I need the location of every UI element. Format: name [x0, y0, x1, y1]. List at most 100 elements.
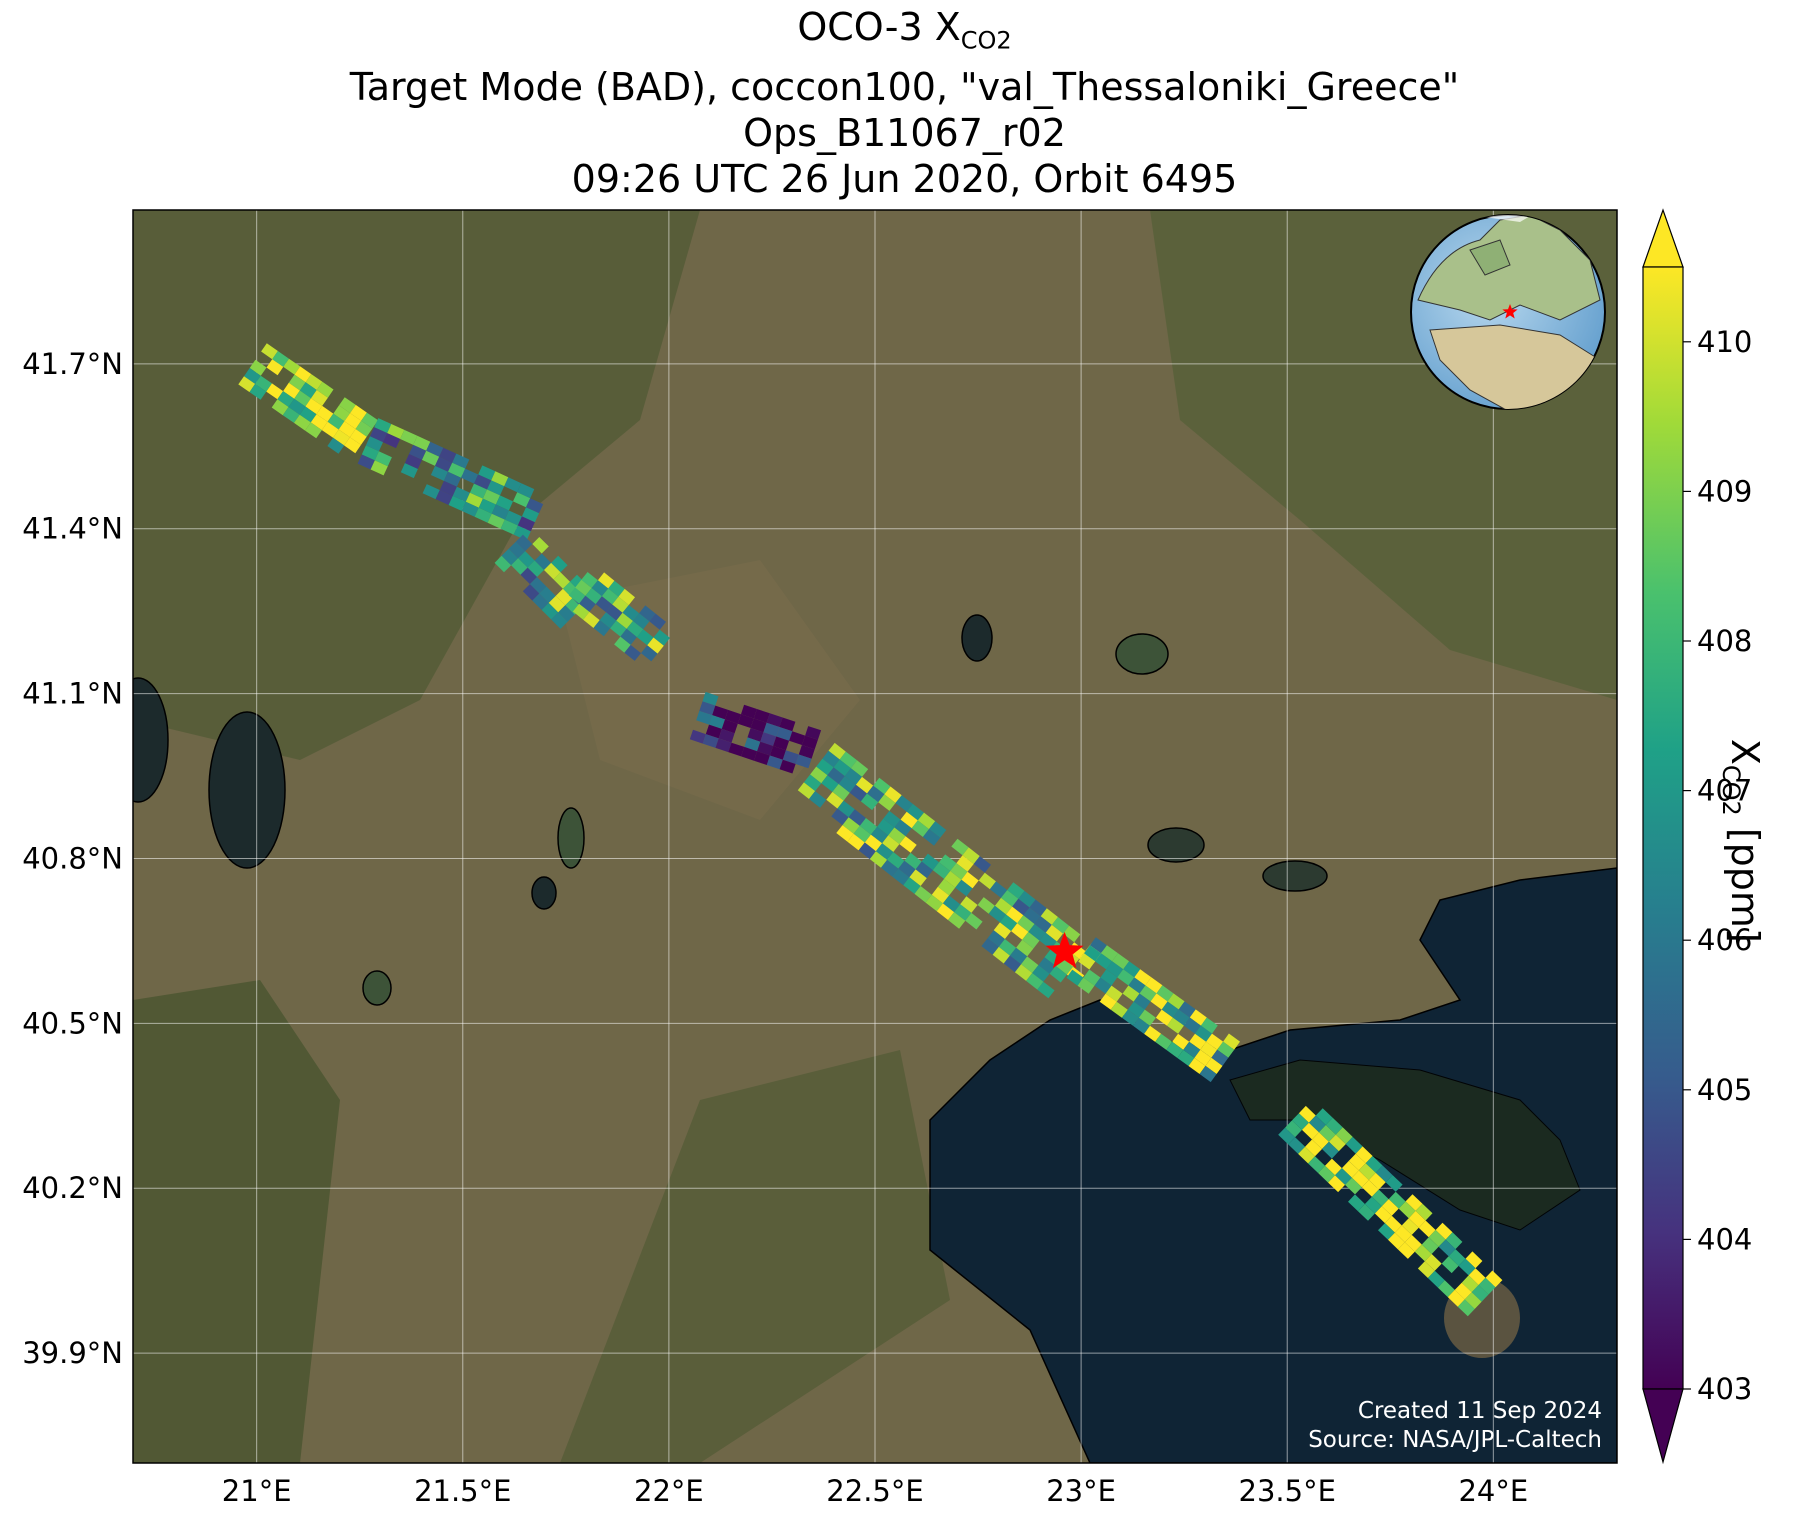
xco2-footprint [766, 755, 783, 770]
colorbar-tick-label: 403 [1697, 1372, 1752, 1406]
xco2-footprint [999, 914, 1018, 932]
xco2-footprint [448, 462, 466, 478]
xco2-footprint [1438, 1239, 1456, 1257]
xco2-footprint [294, 390, 311, 407]
xco2-footprint [1417, 1261, 1435, 1278]
xco2-footprint [1278, 1127, 1296, 1145]
xco2-footprint [754, 751, 770, 765]
xco2-footprint [461, 468, 479, 484]
gridlines [133, 210, 1617, 1463]
xco2-footprint [288, 398, 306, 415]
xco2-footprint [1312, 1132, 1329, 1149]
xco2-footprint [948, 912, 966, 929]
xco2-footprint [534, 553, 552, 570]
xco2-footprint [766, 713, 783, 727]
xco2-footprint [249, 383, 267, 400]
xco2-footprint [370, 427, 388, 443]
xco2-footprint [521, 507, 539, 523]
xco2-footprint [1028, 924, 1046, 941]
xco2-footprint [357, 454, 375, 470]
xco2-footprint [541, 602, 559, 620]
xco2-footprint [1018, 890, 1036, 908]
xco2-footprint [1167, 1017, 1184, 1034]
globe-location-star [1502, 304, 1518, 319]
xco2-footprint [1023, 907, 1041, 924]
xco2-footprint [316, 381, 334, 398]
xco2-footprint [435, 456, 453, 472]
xco2-footprint [728, 742, 745, 757]
xco2-footprint [869, 851, 888, 868]
xco2-footprint [452, 453, 470, 469]
xco2-footprint [1328, 1134, 1346, 1152]
xco2-footprint [881, 859, 899, 877]
xco2-footprint [1045, 924, 1063, 942]
xco2-footprint [653, 629, 670, 646]
xco2-footprint [1183, 1017, 1201, 1034]
xco2-footprint [915, 861, 933, 879]
xco2-footprint [833, 759, 851, 777]
xco2-footprint [422, 450, 440, 466]
xco2-footprint [404, 454, 422, 469]
xco2-footprint [487, 513, 505, 529]
xco2-footprint [610, 620, 627, 637]
xco2-footprint [1441, 1256, 1459, 1274]
xco2-footprint [649, 613, 666, 630]
xco2-footprint [925, 894, 943, 912]
longitude-tick-label: 21°E [222, 1474, 292, 1508]
latitude-tick-label: 41.4°N [22, 512, 123, 546]
latitude-tick-label: 39.9°N [22, 1336, 123, 1370]
xco2-footprint [827, 767, 845, 784]
xco2-footprint [883, 810, 901, 828]
xco2-footprint [606, 604, 623, 621]
xco2-footprint [435, 490, 453, 505]
xco2-footprint [776, 727, 793, 741]
xco2-footprint [696, 710, 713, 725]
xco2-footprint [769, 746, 786, 760]
xco2-footprint [518, 551, 535, 568]
xco2-footprint [465, 492, 483, 508]
xco2-footprint [1388, 1232, 1405, 1250]
xco2-footprint [612, 596, 629, 613]
xco2-footprint [1388, 1191, 1406, 1209]
xco2-footprint [956, 855, 974, 872]
xco2-footprint [993, 922, 1012, 939]
xco2-footprint [622, 605, 640, 621]
created-date: Created 11 Sep 2024 [1358, 1398, 1602, 1424]
xco2-footprint [737, 714, 754, 728]
xco2-footprint [575, 579, 592, 596]
colorbar-tick-label: 408 [1697, 624, 1752, 658]
xco2-footprint [299, 382, 317, 399]
xco2-footprint [842, 817, 860, 834]
xco2-footprint [413, 435, 431, 451]
xco2-footprint [520, 567, 537, 585]
xco2-footprint [1150, 993, 1168, 1010]
xco2-footprint [1077, 977, 1095, 994]
xco2-footprint [929, 821, 947, 838]
xco2-footprint [888, 827, 906, 845]
xco2-footprint [904, 852, 922, 870]
xco2-footprint [998, 939, 1017, 956]
xco2-footprint [1022, 931, 1040, 949]
xco2-footprint [1328, 1175, 1345, 1193]
xco2-footprint [339, 397, 356, 414]
xco2-footprint [961, 871, 979, 889]
xco2-footprint [1112, 953, 1130, 970]
xco2-footprint [244, 368, 261, 384]
xco2-footprint [1322, 1141, 1339, 1159]
colorbar-tick-label: 405 [1697, 1073, 1752, 1107]
xco2-footprint [1447, 1289, 1465, 1307]
xco2-footprint [978, 872, 996, 890]
xco2-footprint [305, 398, 323, 415]
xco2-footprint [712, 705, 729, 720]
xco2-footprint [821, 775, 839, 792]
xco2-footprint [826, 791, 844, 809]
xco2-footprint [616, 612, 633, 629]
xco2-footprint [1101, 945, 1118, 962]
title-line-4: 09:26 UTC 26 Jun 2020, Orbit 6495 [571, 156, 1238, 201]
xco2-footprint [1308, 1115, 1326, 1133]
xco2-footprint [705, 724, 722, 739]
xco2-footprint [1167, 993, 1185, 1010]
xco2-footprint [757, 741, 774, 756]
xco2-footprint [1011, 923, 1029, 940]
xco2-footprint [1161, 1001, 1179, 1018]
